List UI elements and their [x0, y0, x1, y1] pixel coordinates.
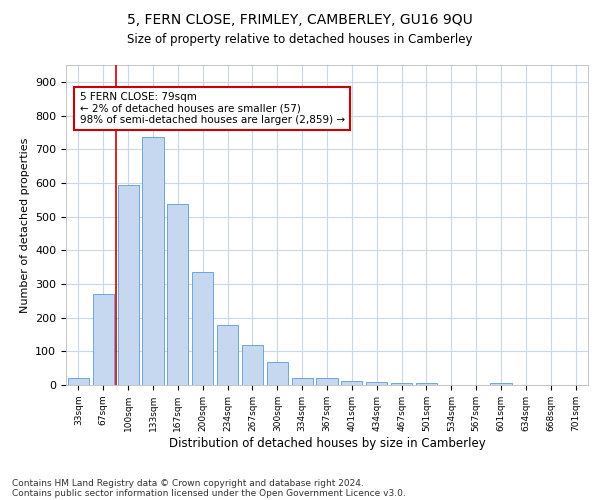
Bar	[118, 184, 139, 385]
Bar	[68, 378, 89, 385]
Bar	[217, 325, 238, 385]
Bar	[242, 346, 263, 385]
Bar	[391, 382, 412, 385]
Bar	[490, 382, 512, 385]
Bar	[93, 294, 114, 385]
Bar	[366, 382, 387, 385]
Text: Contains HM Land Registry data © Crown copyright and database right 2024.: Contains HM Land Registry data © Crown c…	[12, 478, 364, 488]
Bar	[316, 378, 338, 385]
Bar	[142, 136, 164, 385]
Bar	[192, 272, 213, 385]
X-axis label: Distribution of detached houses by size in Camberley: Distribution of detached houses by size …	[169, 436, 485, 450]
Bar	[167, 204, 188, 385]
Text: 5, FERN CLOSE, FRIMLEY, CAMBERLEY, GU16 9QU: 5, FERN CLOSE, FRIMLEY, CAMBERLEY, GU16 …	[127, 12, 473, 26]
Text: Contains public sector information licensed under the Open Government Licence v3: Contains public sector information licen…	[12, 488, 406, 498]
Text: Size of property relative to detached houses in Camberley: Size of property relative to detached ho…	[127, 32, 473, 46]
Bar	[292, 378, 313, 385]
Text: 5 FERN CLOSE: 79sqm
← 2% of detached houses are smaller (57)
98% of semi-detache: 5 FERN CLOSE: 79sqm ← 2% of detached hou…	[80, 92, 345, 125]
Y-axis label: Number of detached properties: Number of detached properties	[20, 138, 29, 312]
Bar	[416, 384, 437, 385]
Bar	[341, 381, 362, 385]
Bar	[267, 362, 288, 385]
